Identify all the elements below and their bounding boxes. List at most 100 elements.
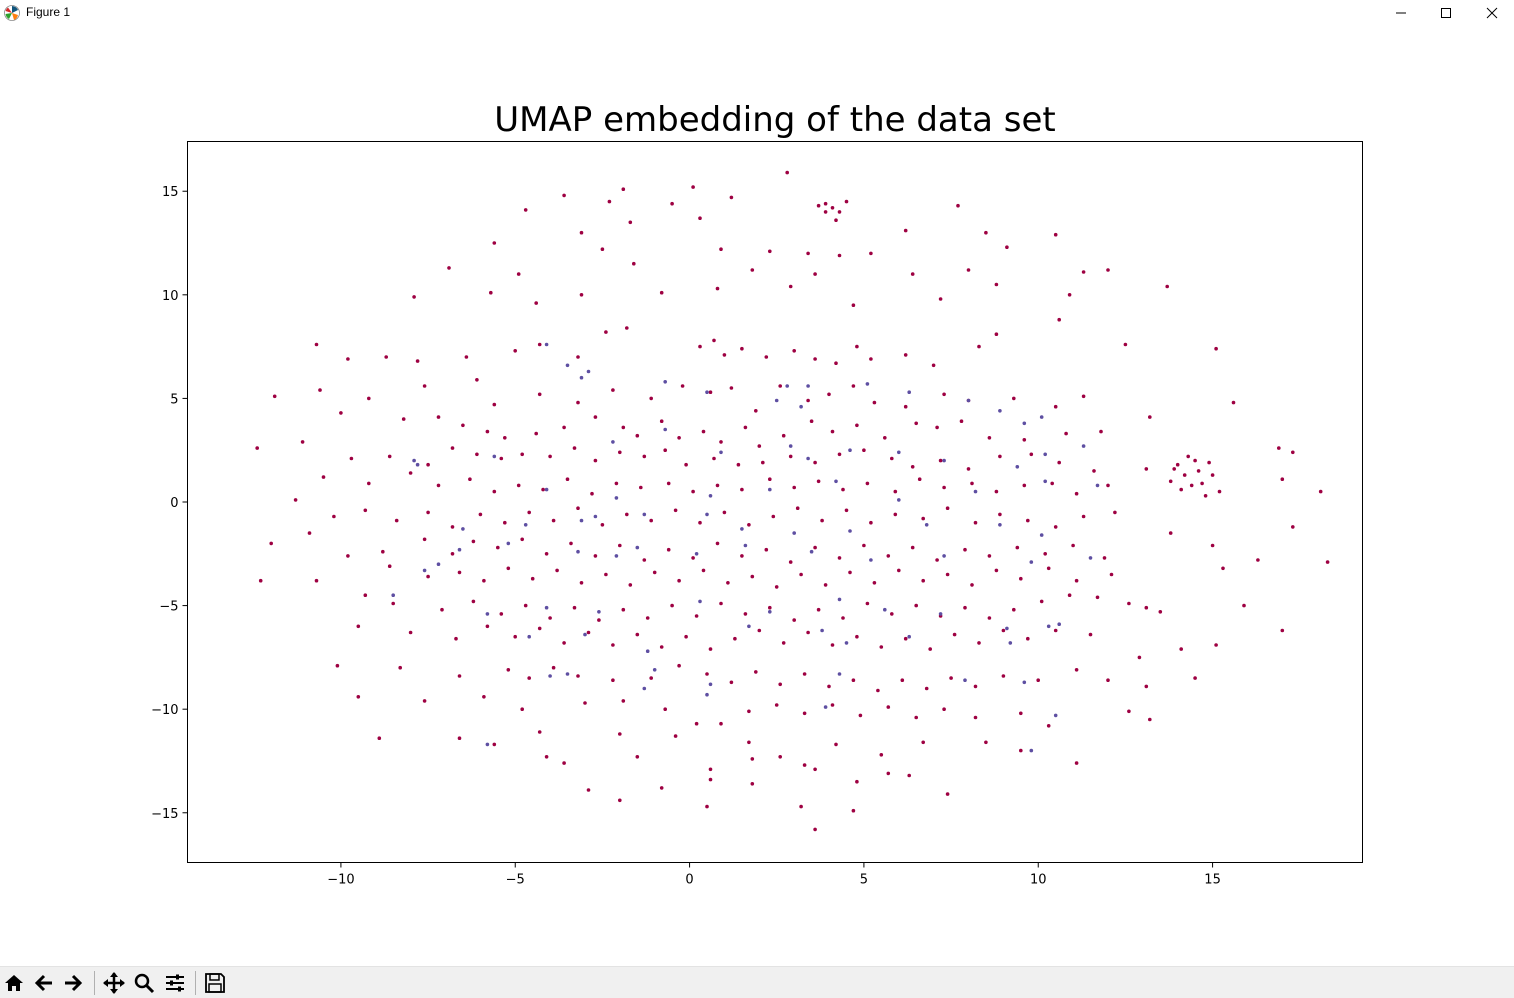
- data-point: [754, 670, 758, 674]
- data-point: [450, 446, 455, 450]
- data-point: [872, 581, 877, 585]
- data-point: [883, 436, 887, 440]
- data-point: [1043, 552, 1047, 556]
- home-button[interactable]: [1, 970, 27, 996]
- x-tick-label: 0: [685, 873, 693, 888]
- data-point: [346, 554, 350, 558]
- data-point: [576, 506, 580, 511]
- data-point: [1203, 494, 1208, 498]
- data-point: [743, 612, 748, 616]
- data-point: [412, 295, 416, 299]
- data-point: [701, 429, 706, 434]
- data-point: [942, 392, 946, 397]
- data-point: [788, 284, 793, 289]
- data-point: [1109, 572, 1114, 577]
- data-point: [659, 645, 664, 649]
- data-point: [1242, 603, 1246, 608]
- data-point-minor: [938, 612, 943, 616]
- data-point: [1026, 636, 1030, 641]
- maximize-icon: [1441, 7, 1451, 18]
- data-point-minor: [792, 531, 796, 535]
- data-point: [367, 481, 371, 486]
- data-point: [461, 423, 465, 428]
- data-point: [834, 742, 838, 747]
- data-point: [576, 400, 580, 405]
- data-point: [1127, 601, 1131, 606]
- data-point: [632, 261, 636, 266]
- data-point: [544, 755, 549, 759]
- data-point: [680, 384, 685, 388]
- data-point: [649, 676, 653, 680]
- data-point: [952, 632, 957, 637]
- data-point-minor: [844, 641, 849, 645]
- minimize-button[interactable]: [1378, 0, 1424, 25]
- data-point-minor: [1081, 444, 1086, 448]
- data-point: [917, 477, 922, 482]
- x-tick-label: −10: [327, 873, 354, 888]
- data-point: [387, 564, 392, 568]
- data-point: [1053, 232, 1058, 237]
- close-button[interactable]: [1469, 0, 1514, 25]
- data-point: [837, 452, 842, 457]
- data-point-minor: [544, 342, 549, 347]
- data-point-minor: [422, 568, 427, 573]
- data-point: [705, 804, 709, 809]
- data-point: [381, 549, 385, 554]
- save-button[interactable]: [202, 970, 228, 996]
- data-point: [272, 394, 277, 399]
- data-point: [314, 342, 319, 347]
- data-point: [492, 489, 497, 494]
- data-point: [820, 518, 824, 523]
- data-point-minor: [412, 458, 416, 463]
- data-point: [771, 514, 776, 519]
- data-point-minor: [719, 450, 723, 455]
- data-point: [1127, 709, 1131, 714]
- configure-subplots-button[interactable]: [162, 970, 188, 996]
- back-button[interactable]: [31, 970, 57, 996]
- data-point-minor: [506, 541, 511, 546]
- data-point: [903, 636, 908, 641]
- data-point: [426, 462, 430, 467]
- x-tick-label: 10: [1030, 873, 1047, 888]
- forward-button[interactable]: [60, 970, 86, 996]
- data-point: [1092, 469, 1096, 473]
- data-point: [942, 485, 946, 490]
- data-point: [1158, 610, 1163, 614]
- data-point: [527, 676, 531, 680]
- data-point: [994, 489, 999, 494]
- data-point: [890, 612, 894, 616]
- data-point-minor: [652, 668, 657, 672]
- data-point: [600, 247, 605, 251]
- data-point: [663, 448, 667, 453]
- zoom-button[interactable]: [131, 970, 157, 996]
- data-point: [346, 357, 350, 361]
- data-point-minor: [897, 498, 901, 502]
- maximize-button[interactable]: [1423, 0, 1469, 25]
- data-point: [1067, 293, 1072, 297]
- data-point-minor: [544, 487, 549, 492]
- data-point: [1022, 438, 1027, 442]
- data-point: [736, 462, 741, 467]
- data-point: [551, 665, 556, 670]
- data-point: [408, 630, 413, 635]
- data-point-minor: [663, 380, 667, 384]
- data-point: [1106, 483, 1110, 488]
- figure-canvas[interactable]: UMAP embedding of the data set −10 −5 0 5 10…: [0, 25, 1514, 965]
- pan-button[interactable]: [101, 970, 127, 996]
- data-point: [722, 353, 727, 357]
- data-point: [1026, 518, 1030, 523]
- data-point: [1148, 717, 1152, 722]
- data-point: [698, 216, 702, 220]
- data-point: [970, 583, 974, 587]
- data-point: [523, 603, 528, 608]
- data-point: [572, 605, 577, 610]
- data-point: [813, 357, 817, 361]
- data-point: [1179, 647, 1183, 651]
- data-point: [855, 344, 859, 349]
- data-point: [837, 210, 842, 214]
- data-point: [726, 581, 730, 585]
- data-point: [1210, 543, 1215, 548]
- x-tick-label: −5: [506, 873, 525, 888]
- data-point-minor: [461, 527, 465, 531]
- data-point-minor: [565, 672, 570, 676]
